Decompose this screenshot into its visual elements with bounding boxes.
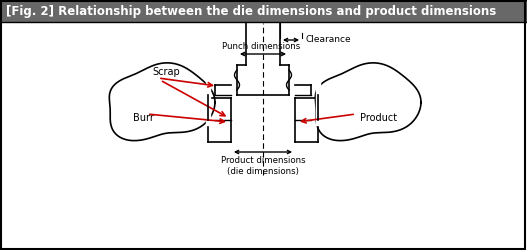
Text: Product: Product: [360, 113, 397, 123]
Text: Scrap: Scrap: [152, 67, 180, 77]
Text: Clearance: Clearance: [306, 36, 352, 44]
Text: Burr: Burr: [133, 113, 154, 123]
Bar: [0, 0, 527, 22]
Text: [Fig. 2] Relationship between the die dimensions and product dimensions: [Fig. 2] Relationship between the die di…: [6, 4, 496, 18]
Text: Punch dimensions: Punch dimensions: [222, 42, 300, 51]
Text: Product dimensions
(die dimensions): Product dimensions (die dimensions): [221, 156, 305, 176]
